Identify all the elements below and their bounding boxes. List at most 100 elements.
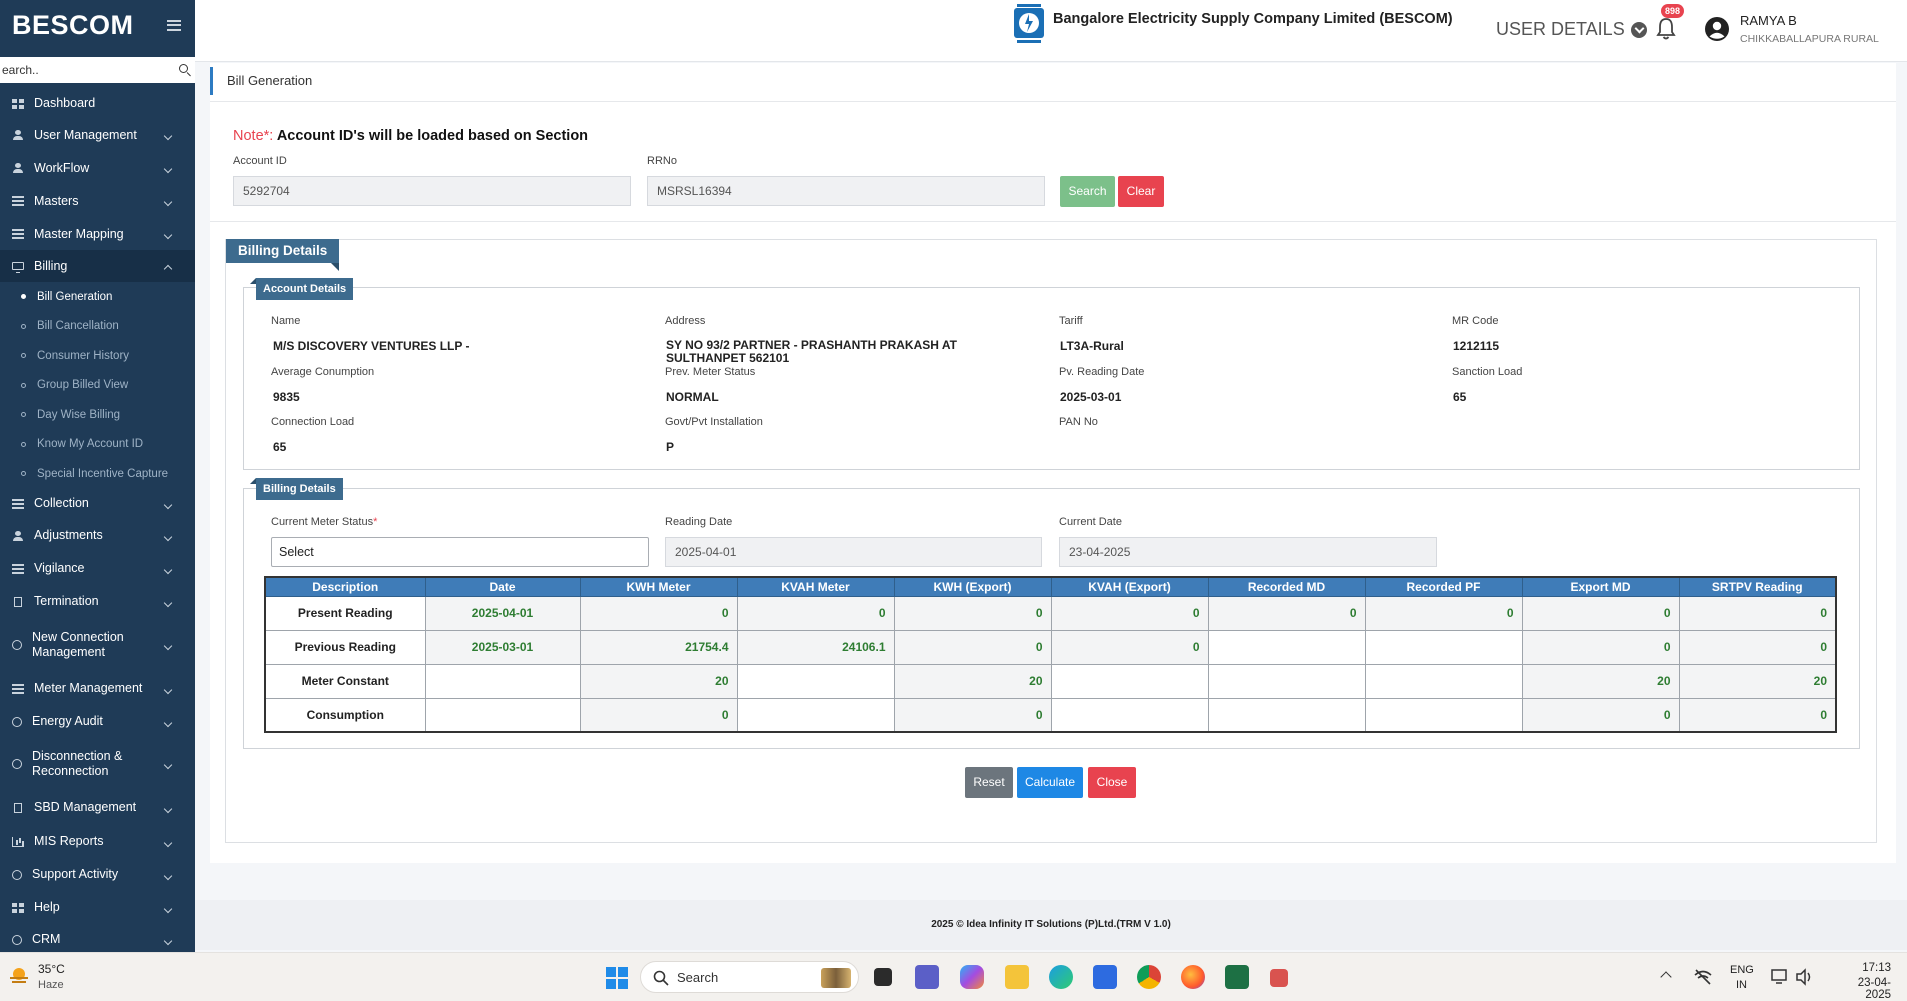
account-id-label: Account ID [233,155,287,167]
sidebar-item-workflow[interactable]: WorkFlow [0,152,195,184]
sidebar-item-collection[interactable]: Collection [0,489,195,519]
sidebar-subitem-bill-generation[interactable]: Bill Generation [0,282,195,312]
tariff-value: LT3A-Rural [1060,339,1124,353]
table-cell [1364,663,1523,699]
billing-section-panel [243,488,1860,749]
circle-icon [12,934,22,945]
firefox-icon[interactable] [1181,965,1205,989]
avatar-icon[interactable] [1704,16,1730,42]
sidebar-item-termination[interactable]: Termination [0,585,195,619]
row-description: Present Reading [264,595,426,631]
meter-status-select[interactable]: Select [271,537,649,567]
user-details-label: USER DETAILS [1496,19,1625,39]
reading-date-input[interactable]: 2025-04-01 [665,537,1042,567]
table-cell[interactable]: 0 [893,595,1052,631]
clear-button[interactable]: Clear [1118,176,1164,207]
sidebar-subitem-label: Day Wise Billing [37,408,121,421]
sidebar-item-help[interactable]: Help [0,891,195,925]
search-button[interactable]: Search [1060,176,1115,207]
sidebar-item-adjustments[interactable]: Adjustments [0,519,195,553]
mr-code-label: MR Code [1452,315,1499,327]
table-cell[interactable]: 0 [1678,595,1837,631]
table-cell[interactable]: 0 [1521,629,1680,665]
table-cell[interactable]: 0 [1050,629,1209,665]
sidebar-item-meter-management[interactable]: Meter Management [0,672,195,706]
network-off-icon[interactable] [1693,968,1713,986]
windows-start-icon[interactable] [606,967,628,989]
users-icon [12,530,24,541]
teams-icon[interactable] [915,965,939,989]
chrome-icon[interactable] [1137,965,1161,989]
table-cell[interactable]: 24106.1 [736,629,895,665]
file-explorer-icon[interactable] [1005,965,1029,989]
table-cell[interactable]: 0 [1050,595,1209,631]
table-cell[interactable]: 21754.4 [579,629,738,665]
table-cell[interactable]: 0 [1364,595,1523,631]
connection-load-value: 65 [273,440,287,454]
close-button[interactable]: Close [1088,767,1136,798]
sidebar-item-masters[interactable]: Masters [0,184,195,218]
sidebar-item-disconnection-reconnection[interactable]: Disconnection & Reconnection [0,738,195,791]
sidebar-item-new-connection-management[interactable]: New Connection Management [0,619,195,672]
search-icon[interactable] [175,58,195,82]
current-date-input[interactable]: 23-04-2025 [1059,537,1437,567]
sidebar-subitem-bill-cancellation[interactable]: Bill Cancellation [0,312,195,342]
table-cell[interactable]: 0 [1678,629,1837,665]
user-details-dropdown[interactable]: USER DETAILS [1496,19,1647,40]
bell-icon[interactable] [1655,16,1677,40]
table-cell: 20 [1521,663,1680,699]
rrno-input[interactable]: MSRSL16394 [647,176,1045,206]
table-cell[interactable]: 0 [579,595,738,631]
edge-icon[interactable] [1049,965,1073,989]
sidebar-subitem-day-wise-billing[interactable]: Day Wise Billing [0,400,195,430]
row-description: Meter Constant [264,663,426,699]
column-header: Date [424,576,581,597]
chevron-down-icon [163,598,173,607]
sidebar-item-user-management[interactable]: User Management [0,118,195,152]
account-id-input[interactable]: 5292704 [233,176,631,206]
sidebar-item-sbd-management[interactable]: SBD Management [0,791,195,825]
weather-condition: Haze [38,979,64,991]
display-icon[interactable] [1771,968,1789,986]
sidebar-search-input[interactable] [0,58,175,82]
column-header: Export MD [1521,576,1680,597]
table-cell: 0 [1678,697,1837,733]
taskbar-search[interactable]: Search [640,961,859,993]
region-label[interactable]: IN [1736,979,1747,991]
volume-icon[interactable] [1795,968,1815,986]
sidebar-item-vigilance[interactable]: Vigilance [0,553,195,585]
calculate-button[interactable]: Calculate [1017,767,1083,798]
system-clock[interactable]: 17:13 23-04-2025 [1841,962,1891,1001]
sidebar-item-energy-audit[interactable]: Energy Audit [0,706,195,738]
sidebar-subitem-group-billed-view[interactable]: Group Billed View [0,371,195,401]
reset-button[interactable]: Reset [965,767,1013,798]
chevron-up-icon[interactable] [1660,971,1672,983]
store-icon[interactable] [1093,965,1117,989]
table-cell[interactable]: 0 [893,629,1052,665]
table-cell[interactable]: 0 [1207,595,1366,631]
sidebar-subitem-special-incentive-capture[interactable]: Special Incentive Capture [0,459,195,489]
sidebar-item-billing[interactable]: Billing [0,250,195,282]
prev-meter-status-label: Prev. Meter Status [665,366,756,378]
sun-haze-icon[interactable] [8,965,30,987]
sidebar-item-master-mapping[interactable]: Master Mapping [0,218,195,250]
lang-label[interactable]: ENG [1730,964,1754,976]
table-cell[interactable]: 0 [736,595,895,631]
sidebar-item-support-activity[interactable]: Support Activity [0,859,195,891]
sidebar-item-crm[interactable]: CRM [0,925,195,953]
user-name: RAMYA B [1740,13,1797,28]
bullet-icon [21,441,26,447]
task-view-icon[interactable] [874,968,892,986]
page-title: Bill Generation [210,67,1896,95]
govt-pvt-value: P [666,440,675,454]
sidebar-subitem-know-my-account-id[interactable]: Know My Account ID [0,430,195,460]
table-cell[interactable]: 0 [1521,595,1680,631]
snipping-tool-icon[interactable] [1270,969,1288,987]
copilot-icon[interactable] [960,965,984,989]
menu-toggle-icon[interactable] [167,19,181,31]
sidebar-item-dashboard[interactable]: Dashboard [0,89,195,118]
sidebar-item-mis-reports[interactable]: MIS Reports [0,825,195,859]
sidebar-nav: Dashboard User Management WorkFlow Masters M… [0,89,195,952]
sidebar-subitem-consumer-history[interactable]: Consumer History [0,341,195,371]
excel-icon[interactable] [1225,965,1249,989]
